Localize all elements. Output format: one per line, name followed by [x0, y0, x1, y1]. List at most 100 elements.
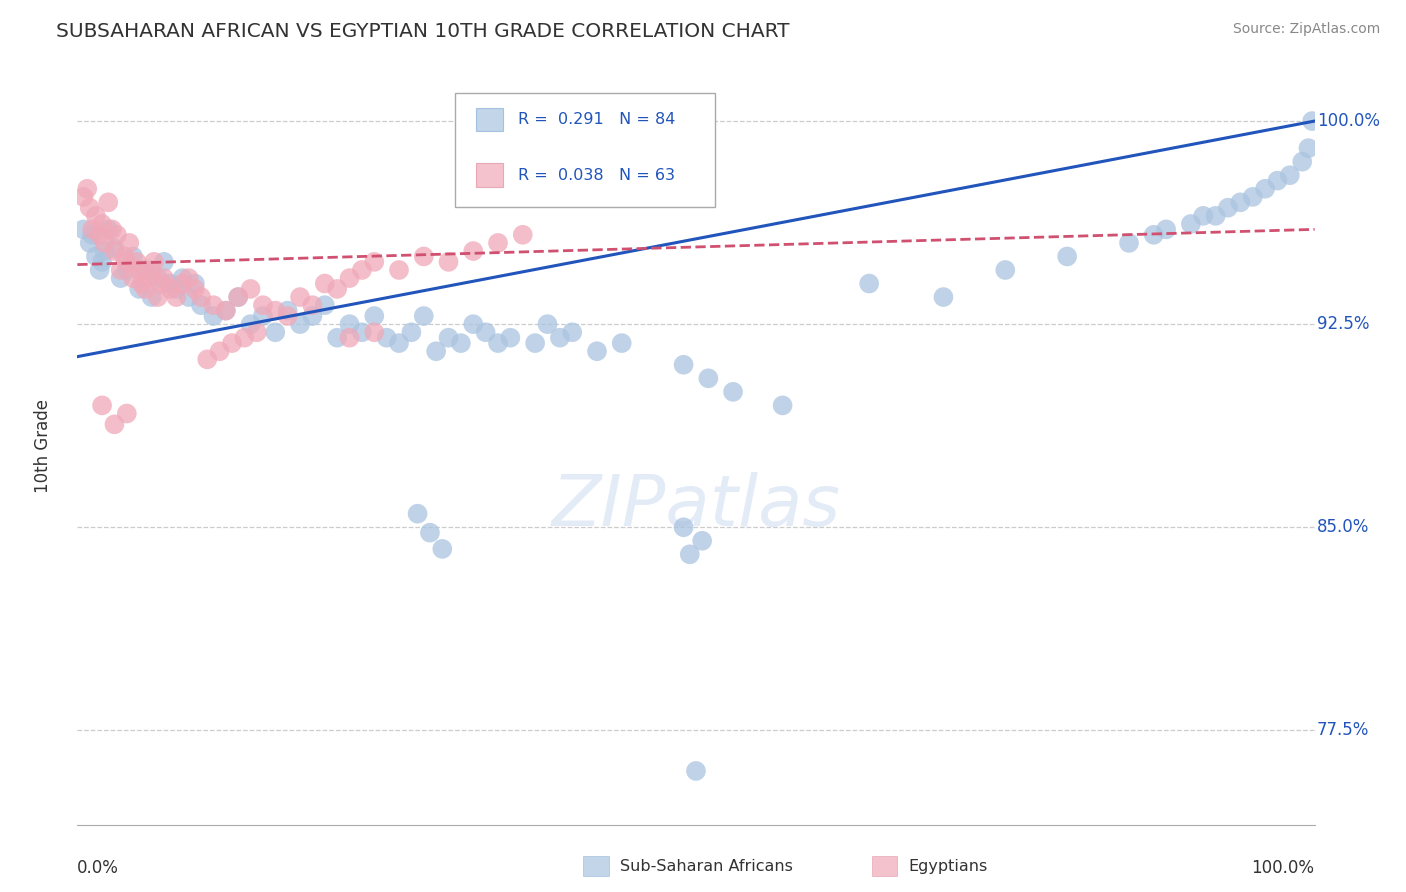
Point [177, 290, 200, 304]
Point [153, 271, 176, 285]
Point [115, 255, 138, 269]
Point [512, 227, 534, 242]
Point [388, 263, 411, 277]
Point [91, 398, 114, 412]
Point [1291, 154, 1313, 169]
Point [277, 303, 299, 318]
Point [221, 336, 243, 351]
Point [1254, 182, 1277, 196]
Point [363, 326, 385, 340]
Point [239, 317, 262, 331]
Point [363, 255, 385, 269]
Point [1205, 209, 1227, 223]
Point [326, 331, 349, 345]
Point [586, 344, 609, 359]
Point [110, 263, 132, 277]
Point [437, 331, 460, 345]
Point [1229, 195, 1251, 210]
Point [79, 201, 101, 215]
Point [82, 227, 104, 242]
Point [115, 263, 138, 277]
Point [277, 309, 299, 323]
Point [226, 290, 249, 304]
Point [79, 235, 101, 250]
Point [246, 326, 269, 340]
Point [103, 417, 125, 432]
Point [165, 290, 187, 304]
Point [388, 336, 411, 351]
Text: SUBSAHARAN AFRICAN VS EGYPTIAN 10TH GRADE CORRELATION CHART: SUBSAHARAN AFRICAN VS EGYPTIAN 10TH GRAD… [56, 22, 790, 41]
Point [146, 290, 169, 304]
Point [463, 244, 485, 258]
Point [1118, 235, 1140, 250]
Point [679, 547, 702, 561]
Point [226, 290, 249, 304]
Point [363, 309, 385, 323]
Point [134, 263, 156, 277]
Point [339, 317, 361, 331]
Point [288, 317, 311, 331]
Point [172, 271, 194, 285]
Point [412, 309, 434, 323]
Point [128, 263, 150, 277]
Point [153, 255, 176, 269]
Point [1301, 114, 1323, 128]
Point [89, 263, 111, 277]
Point [165, 282, 187, 296]
Text: 10th Grade: 10th Grade [34, 399, 52, 493]
Point [118, 235, 141, 250]
Point [264, 303, 287, 318]
Point [672, 520, 695, 534]
Point [93, 244, 115, 258]
Text: ZIPatlas: ZIPatlas [551, 472, 841, 541]
Text: R =  0.291   N = 84: R = 0.291 N = 84 [517, 112, 675, 128]
Point [125, 255, 148, 269]
Point [486, 336, 509, 351]
Point [89, 227, 111, 242]
Point [685, 764, 707, 778]
Point [994, 263, 1017, 277]
Point [128, 282, 150, 296]
Point [84, 209, 107, 223]
Point [690, 533, 713, 548]
Point [115, 407, 138, 421]
Point [301, 298, 323, 312]
Point [93, 235, 115, 250]
Point [84, 250, 107, 264]
Point [721, 384, 744, 399]
Point [1278, 168, 1301, 182]
Text: 77.5%: 77.5% [1317, 722, 1369, 739]
Point [72, 190, 94, 204]
Point [103, 244, 125, 258]
Point [202, 309, 225, 323]
Point [239, 282, 262, 296]
Point [474, 326, 496, 340]
Point [252, 298, 274, 312]
Point [195, 352, 218, 367]
Point [141, 263, 163, 277]
Point [301, 309, 323, 323]
Point [159, 277, 181, 291]
Point [486, 235, 509, 250]
Point [215, 303, 238, 318]
Point [350, 263, 373, 277]
Point [143, 255, 166, 269]
Point [82, 222, 104, 236]
Text: Source: ZipAtlas.com: Source: ZipAtlas.com [1233, 22, 1381, 37]
Point [339, 271, 361, 285]
Point [1216, 201, 1239, 215]
Text: 92.5%: 92.5% [1317, 315, 1369, 333]
Point [264, 326, 287, 340]
Point [772, 398, 794, 412]
Point [208, 344, 231, 359]
FancyBboxPatch shape [475, 163, 503, 186]
Point [672, 358, 695, 372]
Text: 100.0%: 100.0% [1251, 859, 1315, 877]
Text: R =  0.038   N = 63: R = 0.038 N = 63 [517, 168, 675, 183]
Point [350, 326, 373, 340]
Point [91, 255, 114, 269]
Text: 0.0%: 0.0% [77, 859, 120, 877]
Point [412, 250, 434, 264]
Point [932, 290, 955, 304]
Point [76, 182, 98, 196]
